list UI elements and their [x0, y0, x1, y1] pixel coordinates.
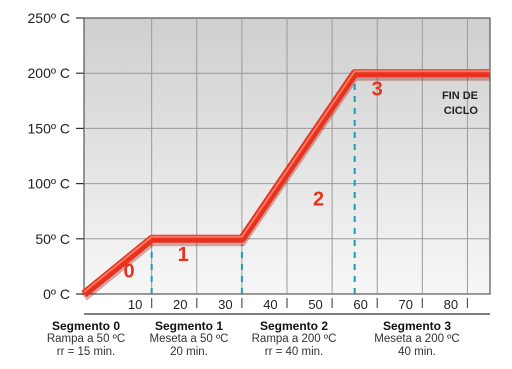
segment-number-labels: 0 1 2 3 [124, 78, 383, 282]
segment-caption-line2: rr = 15 min. [56, 346, 116, 358]
x-tick-label: 80 [444, 297, 458, 312]
segment-caption-line1: Meseta a 50 ºC [149, 333, 229, 345]
segment-number-label: 1 [178, 244, 189, 266]
segment-boundaries [150, 79, 356, 294]
x-tick-label: 70 [399, 297, 413, 312]
segment-caption-line1: Meseta a 200 ºC [374, 333, 460, 345]
x-tick-label: 20 [173, 297, 187, 312]
end-of-cycle-label: FIN DE CICLO [442, 90, 478, 117]
y-tick-label: 50º C [35, 231, 70, 247]
segment-number-label: 3 [372, 78, 383, 100]
y-tick-label: 250º C [28, 10, 70, 26]
series-group [81, 69, 490, 301]
segment-caption-title: Segmento 3 [382, 319, 451, 333]
segment-caption-line2: rr = 40 min. [264, 346, 324, 358]
y-axis: 0º C 50º C 100º C 150º C 200º C 250º C [28, 10, 84, 302]
segment-caption-2: Segmento 2 Rampa a 200 ºC rr = 40 min. [242, 320, 346, 359]
segment-caption-1: Segmento 1 Meseta a 50 ºC 20 min. [140, 320, 238, 359]
series-highlight [83, 70, 490, 293]
y-tick-label: 150º C [28, 120, 70, 136]
end-label-line: FIN DE [442, 90, 478, 102]
temperature-series-line [81, 69, 490, 298]
y-tick-label: 200º C [28, 65, 70, 81]
segment-caption-title: Segmento 1 [154, 319, 223, 333]
segment-caption-0: Segmento 0 Rampa a 50 ºC rr = 15 min. [38, 320, 134, 359]
x-tick-label: 10 [128, 297, 142, 312]
segment-number-label: 0 [124, 260, 135, 282]
x-tick-label: 50 [308, 297, 322, 312]
segment-caption-line2: 40 min. [398, 346, 436, 358]
segment-caption-line1: Rampa a 50 ºC [46, 333, 126, 345]
segment-number-label: 2 [313, 189, 324, 211]
x-tick-label: 30 [218, 297, 232, 312]
segment-caption-line2: 20 min. [170, 346, 208, 358]
x-tick-label: 60 [353, 297, 367, 312]
x-tick-label: 40 [263, 297, 277, 312]
x-axis: 10 20 30 40 50 60 70 80 [84, 297, 490, 315]
end-label-line: CICLO [444, 105, 479, 117]
segment-caption-title: Segmento 0 [51, 319, 120, 333]
y-tick-label: 0º C [43, 286, 70, 302]
segment-caption-title: Segmento 2 [259, 319, 328, 333]
segment-caption-3: Segmento 3 Meseta a 200 ºC 40 min. [362, 320, 472, 359]
segment-caption-line1: Rampa a 200 ºC [251, 333, 337, 345]
y-tick-label: 100º C [28, 176, 70, 192]
